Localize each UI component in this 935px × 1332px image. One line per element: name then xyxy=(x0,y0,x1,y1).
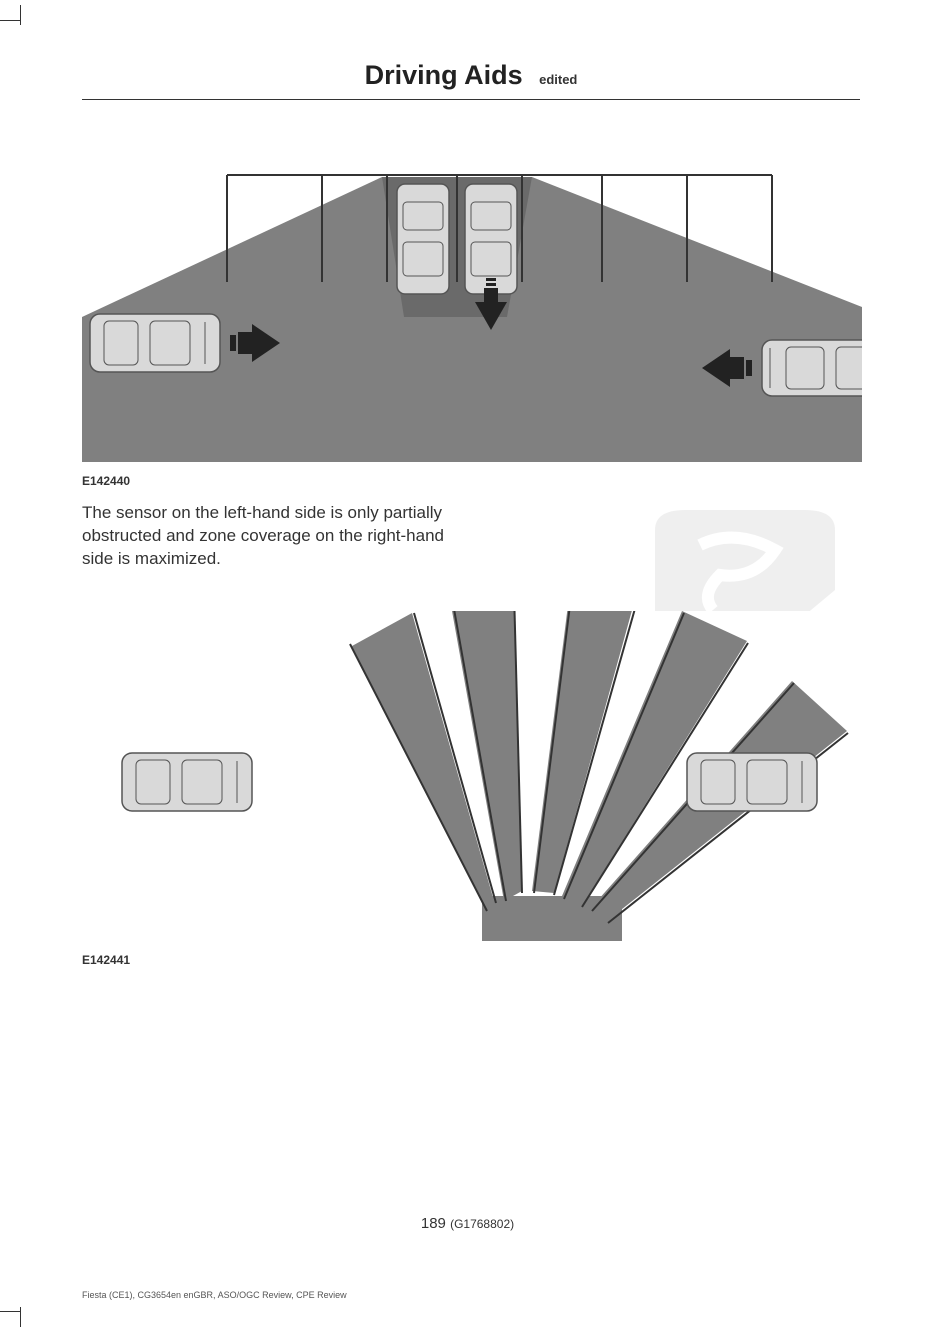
page-header: Driving Aids edited xyxy=(82,60,860,100)
doc-id: (G1768802) xyxy=(450,1217,514,1231)
page: Driving Aids edited xyxy=(0,0,935,1021)
figure-1: E142440 xyxy=(82,162,860,488)
figure-2-image xyxy=(82,611,862,941)
page-number: 189 xyxy=(421,1215,446,1232)
figure-2: E142441 xyxy=(82,611,860,967)
figure-1-image xyxy=(82,162,862,462)
page-footer-center: 189 (G1768802) xyxy=(0,1215,935,1232)
body-paragraph: The sensor on the left-hand side is only… xyxy=(82,502,462,571)
page-footer-bottom: Fiesta (CE1), CG3654en enGBR, ASO/OGC Re… xyxy=(82,1290,347,1300)
edited-label: edited xyxy=(539,72,577,87)
figure-1-label: E142440 xyxy=(82,474,860,488)
figure-2-label: E142441 xyxy=(82,953,860,967)
chapter-title: Driving Aids xyxy=(365,60,523,90)
